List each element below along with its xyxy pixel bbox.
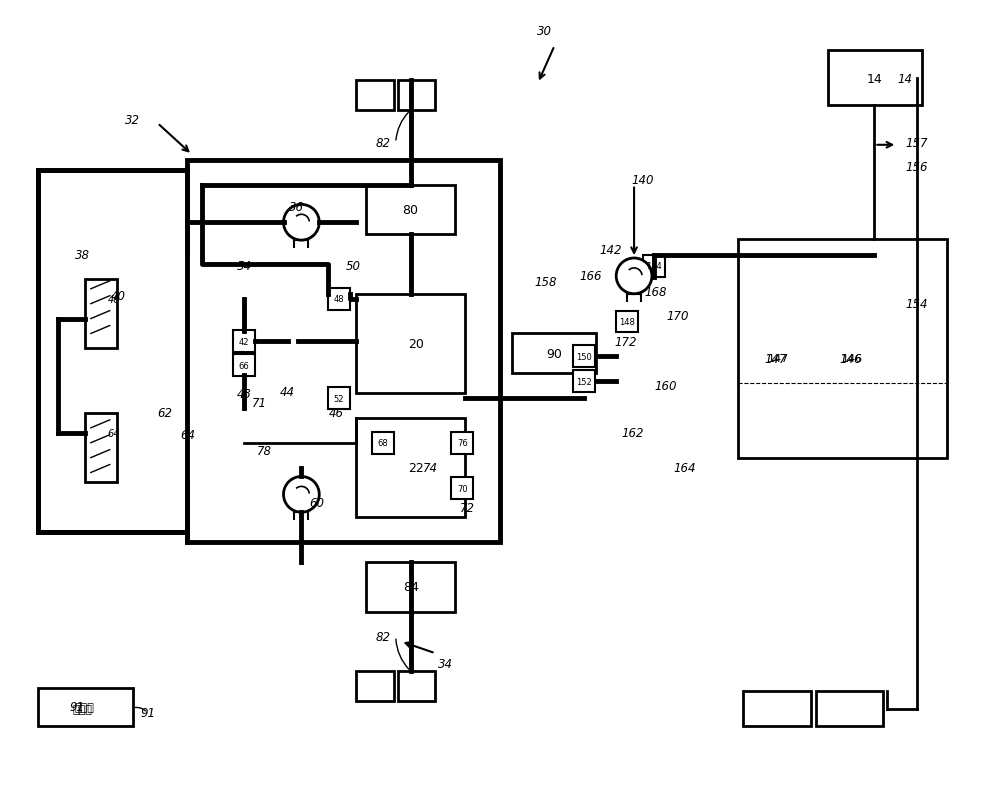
Text: 150: 150 [577,353,592,361]
Bar [512,334,596,373]
Bar [616,312,638,333]
Text: 64: 64 [180,429,195,442]
Text: 147: 147 [767,354,789,364]
Text: 80: 80 [403,204,419,217]
Text: 控制器: 控制器 [75,702,95,712]
Text: 42: 42 [239,337,249,346]
Text: 44: 44 [280,385,295,398]
Text: 154: 154 [905,298,928,311]
Circle shape [284,205,319,241]
Text: 91: 91 [141,707,156,719]
Bar [233,355,255,377]
Text: 157: 157 [905,137,928,150]
Text: 162: 162 [621,426,644,440]
Text: 168: 168 [644,286,666,299]
Text: 32: 32 [125,114,140,128]
Bar [828,51,922,106]
Text: 54: 54 [237,260,252,273]
Text: 82: 82 [375,137,390,150]
Bar [743,691,811,726]
Text: 34: 34 [438,657,453,670]
Text: 146: 146 [839,353,862,365]
Bar [187,161,500,542]
Bar [398,671,435,701]
Text: 147: 147 [765,353,787,365]
Text: 90: 90 [547,348,563,361]
Text: 82: 82 [375,630,390,643]
Text: 170: 170 [667,310,689,323]
Bar [356,671,394,701]
Text: 74: 74 [423,462,438,475]
Text: 66: 66 [238,361,249,370]
Bar [366,185,455,234]
Bar [38,170,252,532]
Text: 43: 43 [237,387,252,400]
Text: 70: 70 [457,484,468,493]
Text: 158: 158 [535,276,557,289]
Text: 36: 36 [289,201,304,214]
Text: 71: 71 [252,397,267,410]
Text: 40: 40 [108,295,120,304]
Bar [738,240,947,458]
Text: 142: 142 [599,243,622,256]
Text: 22: 22 [408,462,423,475]
Text: 152: 152 [577,377,592,386]
Circle shape [284,477,319,512]
Bar [328,288,350,310]
Text: 160: 160 [654,379,676,392]
Circle shape [616,259,652,295]
Text: 52: 52 [334,394,344,403]
Text: 62: 62 [157,407,172,420]
Text: 38: 38 [75,248,90,261]
Text: 140: 140 [631,173,654,187]
Text: 40: 40 [111,290,126,303]
Bar [451,478,473,499]
Text: 64: 64 [108,428,120,438]
Bar [38,688,133,726]
Text: 60: 60 [309,496,324,509]
Text: 20: 20 [408,337,424,350]
Text: 14: 14 [867,72,882,86]
Bar [573,371,595,393]
Bar [356,81,394,111]
Text: 84: 84 [403,581,419,593]
Text: 48: 48 [334,295,344,304]
Bar [328,388,350,410]
Bar [818,339,887,379]
Bar [451,432,473,454]
Text: 30: 30 [537,25,552,38]
Bar [233,331,255,353]
Bar [85,414,117,483]
Text: 144: 144 [646,262,662,271]
Text: 91: 91 [70,700,85,714]
Text: 68: 68 [377,438,388,447]
Text: 控制器: 控制器 [73,704,93,714]
Text: 78: 78 [257,445,272,458]
Bar [398,81,435,111]
Text: 76: 76 [457,438,468,447]
Bar [743,339,813,379]
Bar [816,691,883,726]
Bar [643,255,665,278]
Bar [573,346,595,368]
Text: 146: 146 [842,354,863,364]
Bar [366,562,455,612]
Text: 148: 148 [619,318,635,327]
Text: 156: 156 [905,161,928,174]
Text: 164: 164 [674,462,696,475]
Bar [85,279,117,349]
Text: 72: 72 [460,501,475,514]
Text: 14: 14 [898,72,913,86]
Bar [356,295,465,393]
Text: 166: 166 [579,270,602,283]
Bar [356,418,465,518]
Text: 46: 46 [329,407,344,420]
Bar [372,432,394,454]
Text: 172: 172 [614,336,637,349]
Text: 50: 50 [346,260,361,273]
